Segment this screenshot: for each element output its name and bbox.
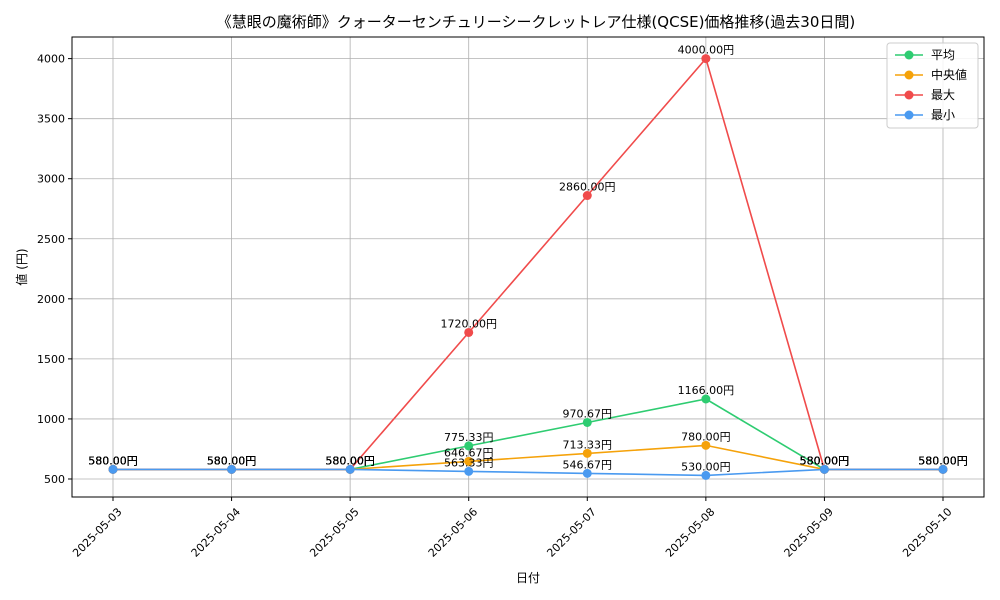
data-label: 580.00円 [918, 454, 968, 467]
data-label: 580.00円 [88, 454, 138, 467]
legend-swatch-marker [904, 90, 914, 100]
legend-entry: 平均 [931, 48, 955, 62]
data-label: 1166.00円 [678, 384, 735, 397]
data-label: 530.00円 [681, 460, 731, 473]
y-axis-ticks: 500 1000 1500 2000 2500 3000 3500 4000 [37, 53, 72, 486]
y-tick-label: 500 [44, 473, 65, 486]
legend-entry: 最大 [931, 88, 955, 102]
y-tick-label: 3500 [37, 113, 65, 126]
data-label: 2860.00円 [559, 181, 616, 194]
legend-box [886, 42, 979, 129]
x-tick-label: 2025-05-09 [782, 505, 836, 559]
data-point [701, 394, 711, 404]
data-label: 580.00円 [918, 454, 968, 467]
x-axis-label: 日付 [516, 571, 540, 585]
series-line-2 [113, 56, 943, 471]
data-point [582, 468, 592, 478]
data-label: 713.33円 [563, 438, 613, 451]
data-label: 580.00円 [800, 454, 850, 467]
data-label: 580.00円 [800, 454, 850, 467]
y-axis-label: 値 (円) [14, 248, 29, 285]
data-point [701, 440, 711, 450]
legend-swatch-marker [904, 50, 914, 60]
series-layer [108, 54, 948, 480]
data-label: 580.00円 [325, 454, 375, 467]
data-label: 646.67円 [444, 446, 494, 459]
data-point [464, 327, 474, 337]
x-tick-label: 2025-05-06 [426, 505, 480, 559]
data-point [345, 464, 355, 474]
y-tick-label: 1000 [37, 413, 65, 426]
data-label: 580.00円 [325, 454, 375, 467]
data-label: 580.00円 [88, 454, 138, 467]
y-tick-label: 2500 [37, 233, 65, 246]
data-label: 1720.00円 [440, 317, 497, 330]
data-label: 580.00円 [88, 454, 138, 467]
x-axis-ticks: 2025-05-03 2025-05-04 2025-05-05 2025-05-06… [70, 497, 955, 560]
data-point [701, 54, 711, 64]
grid [72, 37, 984, 497]
data-point [227, 464, 237, 474]
x-tick-label: 2025-05-08 [663, 505, 717, 559]
data-label: 580.00円 [207, 454, 257, 467]
data-point [938, 464, 948, 474]
legend-entry: 最小 [931, 108, 955, 122]
y-tick-label: 2000 [37, 293, 65, 306]
y-tick-label: 3000 [37, 173, 65, 186]
data-point [582, 191, 592, 201]
data-point [701, 470, 711, 480]
legend-swatch-marker [904, 70, 914, 80]
data-label: 580.00円 [88, 454, 138, 467]
data-point [464, 441, 474, 451]
data-point [582, 417, 592, 427]
x-tick-label: 2025-05-07 [544, 505, 598, 559]
data-point [108, 464, 118, 474]
data-label: 580.00円 [918, 454, 968, 467]
data-label: 580.00円 [207, 454, 257, 467]
data-label: 580.00円 [918, 454, 968, 467]
data-point [464, 456, 474, 466]
data-point [464, 466, 474, 476]
chart-title: 《慧眼の魔術師》クォーターセンチュリーシークレットレア仕様(QCSE)価格推移(… [217, 13, 855, 31]
data-label: 4000.00円 [678, 44, 735, 57]
y-tick-label: 1500 [37, 353, 65, 366]
series-line-3 [113, 468, 943, 477]
data-label: 563.33円 [444, 456, 494, 469]
data-label: 580.00円 [325, 454, 375, 467]
legend-swatch-marker [904, 110, 914, 120]
data-label: 546.67円 [563, 458, 613, 471]
data-labels: 580.00円 580.00円 580.00円 775.33円 970.67円 1166.… [88, 44, 968, 474]
x-tick-label: 2025-05-05 [307, 505, 361, 559]
data-label: 580.00円 [325, 454, 375, 467]
data-label: 580.00円 [800, 454, 850, 467]
data-label: 970.67円 [563, 407, 613, 420]
legend-entry: 中央値 [931, 67, 967, 82]
data-label: 780.00円 [681, 430, 731, 443]
x-tick-label: 2025-05-03 [70, 505, 124, 559]
data-label: 580.00円 [207, 454, 257, 467]
data-point [582, 448, 592, 458]
x-tick-label: 2025-05-04 [189, 505, 243, 559]
data-point [819, 464, 829, 474]
data-label: 580.00円 [207, 454, 257, 467]
x-tick-label: 2025-05-10 [900, 505, 954, 559]
y-tick-label: 4000 [37, 53, 65, 66]
data-label: 775.33円 [444, 431, 494, 444]
plot-frame [71, 36, 985, 498]
data-label: 580.00円 [800, 454, 850, 467]
